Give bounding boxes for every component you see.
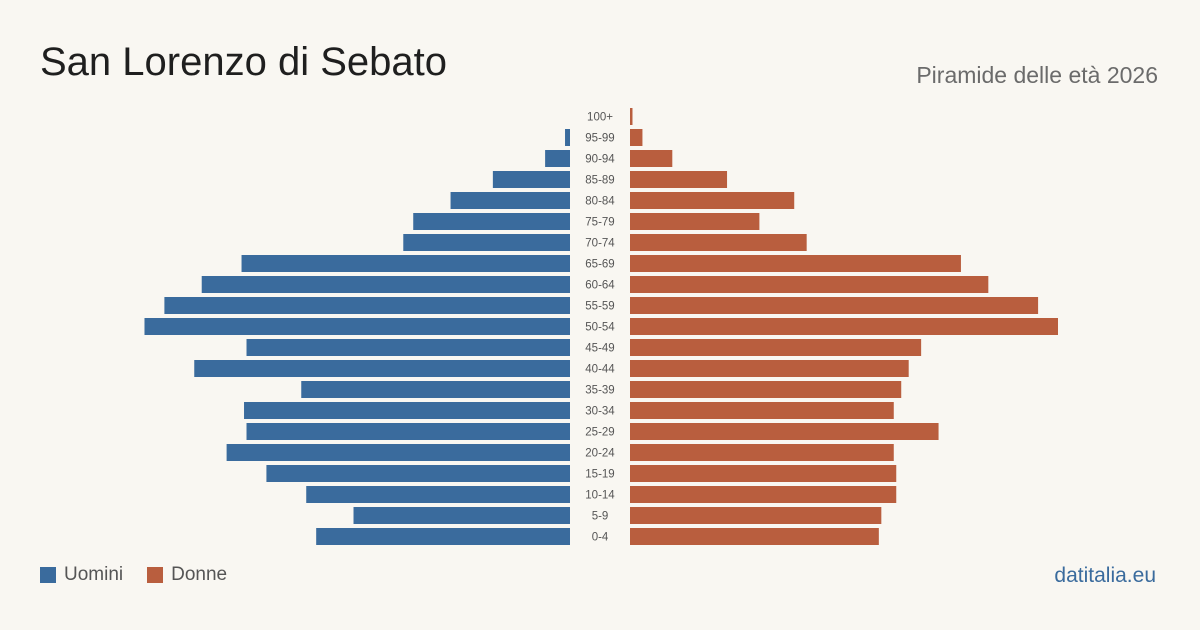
bar-men-30-34	[244, 402, 570, 419]
bar-men-50-54	[144, 318, 570, 335]
bar-women-0-4	[630, 528, 879, 545]
bar-women-45-49	[630, 339, 922, 356]
age-label-75-79: 75-79	[585, 217, 614, 229]
bar-women-65-69	[630, 255, 961, 272]
bar-men-20-24	[226, 444, 570, 461]
age-label-30-34: 30-34	[585, 406, 615, 418]
brand-link[interactable]: datitalia.eu	[1054, 564, 1156, 587]
age-label-45-49: 45-49	[585, 343, 614, 355]
legend-label-men: Uomini	[64, 564, 124, 585]
age-label-65-69: 65-69	[585, 259, 614, 271]
bar-women-80-84	[630, 192, 795, 209]
bar-men-75-79	[413, 213, 570, 230]
bar-women-15-19	[630, 465, 897, 482]
legend-item-women: Donne	[147, 564, 227, 586]
bar-men-45-49	[246, 339, 570, 356]
age-label-100+: 100+	[587, 112, 613, 124]
bar-men-40-44	[194, 360, 571, 377]
bar-women-95-99	[630, 129, 643, 146]
bar-women-75-79	[630, 213, 760, 230]
age-label-10-14: 10-14	[585, 490, 615, 502]
bar-men-25-29	[246, 423, 570, 440]
bar-women-50-54	[630, 318, 1058, 335]
age-label-0-4: 0-4	[592, 532, 609, 544]
bar-women-10-14	[630, 486, 897, 503]
bar-men-80-84	[450, 192, 570, 209]
bar-men-55-59	[164, 297, 570, 314]
age-label-80-84: 80-84	[585, 196, 615, 208]
bar-women-20-24	[630, 444, 894, 461]
bar-men-10-14	[306, 486, 570, 503]
age-label-40-44: 40-44	[585, 364, 615, 376]
bar-women-85-89	[630, 171, 728, 188]
bar-men-60-64	[201, 276, 570, 293]
population-pyramid-chart: 100+ 95-99 90-94 85-89 80-84 75-79 70-74 65-69 6…	[144, 108, 1058, 545]
bar-women-25-29	[630, 423, 939, 440]
bar-women-55-59	[630, 297, 1039, 314]
bar-women-40-44	[630, 360, 909, 377]
age-label-35-39: 35-39	[585, 385, 614, 397]
age-label-90-94: 90-94	[585, 154, 615, 166]
bar-women-5-9	[630, 507, 882, 524]
bar-women-70-74	[630, 234, 807, 251]
bar-women-30-34	[630, 402, 894, 419]
bar-men-90-94	[545, 150, 570, 167]
chart-title: San Lorenzo di Sebato	[40, 40, 447, 84]
age-label-60-64: 60-64	[585, 280, 615, 292]
bar-men-95-99	[565, 129, 570, 146]
bar-women-60-64	[630, 276, 989, 293]
bar-women-100+	[630, 108, 633, 125]
age-label-95-99: 95-99	[585, 133, 614, 145]
bar-men-0-4	[316, 528, 570, 545]
age-label-5-9: 5-9	[592, 511, 609, 523]
bar-men-15-19	[266, 465, 570, 482]
bar-men-85-89	[492, 171, 570, 188]
chart-subtitle: Piramide delle età 2026	[916, 62, 1158, 88]
age-label-85-89: 85-89	[585, 175, 614, 187]
legend-swatch-men	[40, 567, 56, 583]
age-label-15-19: 15-19	[585, 469, 614, 481]
age-label-70-74: 70-74	[585, 238, 615, 250]
bar-women-90-94	[630, 150, 673, 167]
bar-men-35-39	[301, 381, 570, 398]
bar-men-5-9	[353, 507, 570, 524]
bar-men-65-69	[241, 255, 570, 272]
chart-legend: Uomini Donne	[40, 564, 251, 586]
bar-men-70-74	[403, 234, 570, 251]
bar-women-35-39	[630, 381, 902, 398]
age-label-25-29: 25-29	[585, 427, 614, 439]
legend-label-women: Donne	[171, 564, 228, 585]
age-label-55-59: 55-59	[585, 301, 614, 313]
age-label-20-24: 20-24	[585, 448, 615, 460]
age-label-50-54: 50-54	[585, 322, 615, 334]
legend-swatch-women	[147, 567, 164, 583]
legend-item-men: Uomini	[40, 564, 123, 586]
